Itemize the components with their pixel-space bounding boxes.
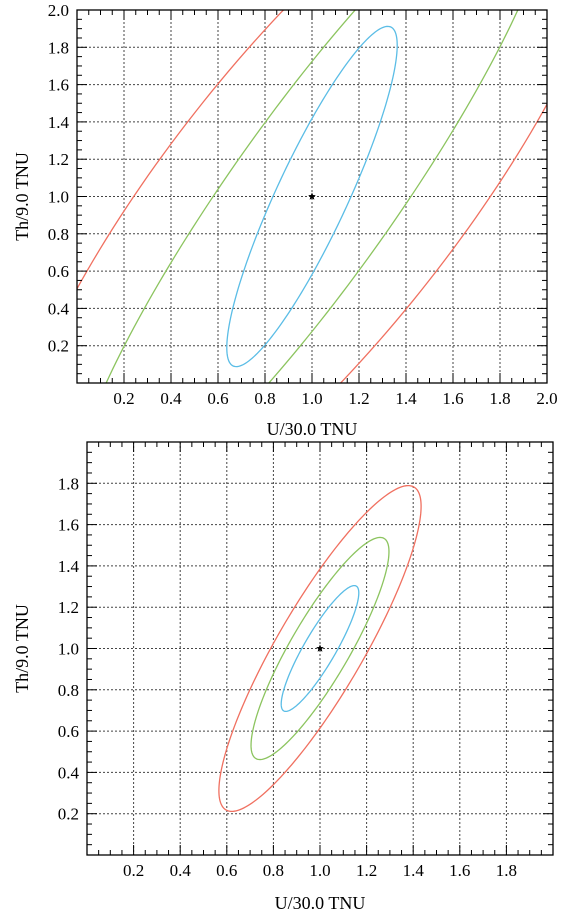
chart2-ytick-label-1: 0.4 [58, 763, 80, 782]
chart1-ytick-label-5: 1.2 [48, 150, 69, 169]
chart2-ytick-label-2: 0.6 [58, 722, 79, 741]
chart1-xtick-label-8: 1.8 [489, 389, 510, 408]
chart1-ytick-label-3: 0.8 [48, 225, 69, 244]
chart1-xtick-label-9: 2.0 [536, 389, 557, 408]
chart1-ytick-label-7: 1.6 [48, 76, 69, 95]
chart2-xtick-label-7: 1.6 [449, 861, 470, 880]
chart1-ytick-label-1: 0.4 [48, 299, 70, 318]
chart1-x-axis-label: U/30.0 TNU [267, 419, 358, 439]
chart2-ytick-label-0: 0.2 [58, 805, 79, 824]
chart1-y-axis-label: Th/9.0 TNU [12, 152, 32, 241]
chart1-ytick-label-2: 0.6 [48, 262, 69, 281]
chart1-ytick-label-0: 0.2 [48, 337, 69, 356]
chart1-xtick-label-6: 1.4 [395, 389, 417, 408]
chart2-xtick-label-0: 0.2 [123, 861, 144, 880]
chart1-contour-2 [105, 10, 519, 383]
chart2-contour-3 [218, 484, 422, 813]
chart2-xtick-label-6: 1.4 [403, 861, 425, 880]
chart2-xtick-label-3: 0.8 [263, 861, 284, 880]
chart2-panel: 0.2 0.4 0.6 0.8 1.0 1.2 1.4 1.6 1.8 0.2 0.4 0.6 0.8 1… [12, 441, 554, 913]
chart1-best-fit-marker [308, 192, 316, 200]
chart2-best-fit-marker [316, 644, 324, 652]
chart2-ytick-label-5: 1.2 [58, 598, 79, 617]
chart2-contours [218, 484, 422, 813]
chart2-ytick-label-7: 1.6 [58, 516, 79, 535]
chart1-contour-3 [77, 10, 547, 383]
chart1-contour-1 [226, 25, 398, 368]
chart1-xtick-label-7: 1.6 [442, 389, 463, 408]
chart2-xtick-label-4: 1.0 [309, 861, 330, 880]
chart1-panel: 0.2 0.4 0.6 0.8 1.0 1.2 1.4 1.6 1.8 2.0 0.2 0.4 0.6 0… [12, 1, 558, 439]
chart1-ytick-label-4: 1.0 [48, 188, 69, 207]
chart1-xtick-label-5: 1.2 [348, 389, 369, 408]
chart2-ytick-label-3: 0.8 [58, 681, 79, 700]
chart1-xtick-label-2: 0.6 [207, 389, 228, 408]
chart2-contour-2 [250, 536, 390, 761]
chart2-ytick-label-4: 1.0 [58, 640, 79, 659]
chart2-y-axis-label: Th/9.0 TNU [12, 604, 32, 693]
chart2-xtick-label-2: 0.6 [216, 861, 237, 880]
chart1-xtick-label-1: 0.4 [160, 389, 182, 408]
chart1-ytick-label-8: 1.8 [48, 38, 69, 57]
chart1-xtick-label-3: 0.8 [254, 389, 275, 408]
chart1-ytick-label-9: 2.0 [48, 1, 69, 20]
chart2-ytick-label-6: 1.4 [58, 557, 80, 576]
chart2-x-axis-label: U/30.0 TNU [275, 893, 366, 913]
chart1-contours [77, 10, 547, 383]
chart1-xtick-label-0: 0.2 [113, 389, 134, 408]
chart2-contour-1 [280, 584, 360, 713]
chart2-xtick-label-1: 0.4 [170, 861, 192, 880]
chart1-ytick-label-6: 1.4 [48, 113, 70, 132]
chart2-ytick-label-8: 1.8 [58, 474, 79, 493]
chart2-xtick-label-8: 1.8 [496, 861, 517, 880]
chart1-xtick-label-4: 1.0 [301, 389, 322, 408]
chart2-xtick-label-5: 1.2 [356, 861, 377, 880]
